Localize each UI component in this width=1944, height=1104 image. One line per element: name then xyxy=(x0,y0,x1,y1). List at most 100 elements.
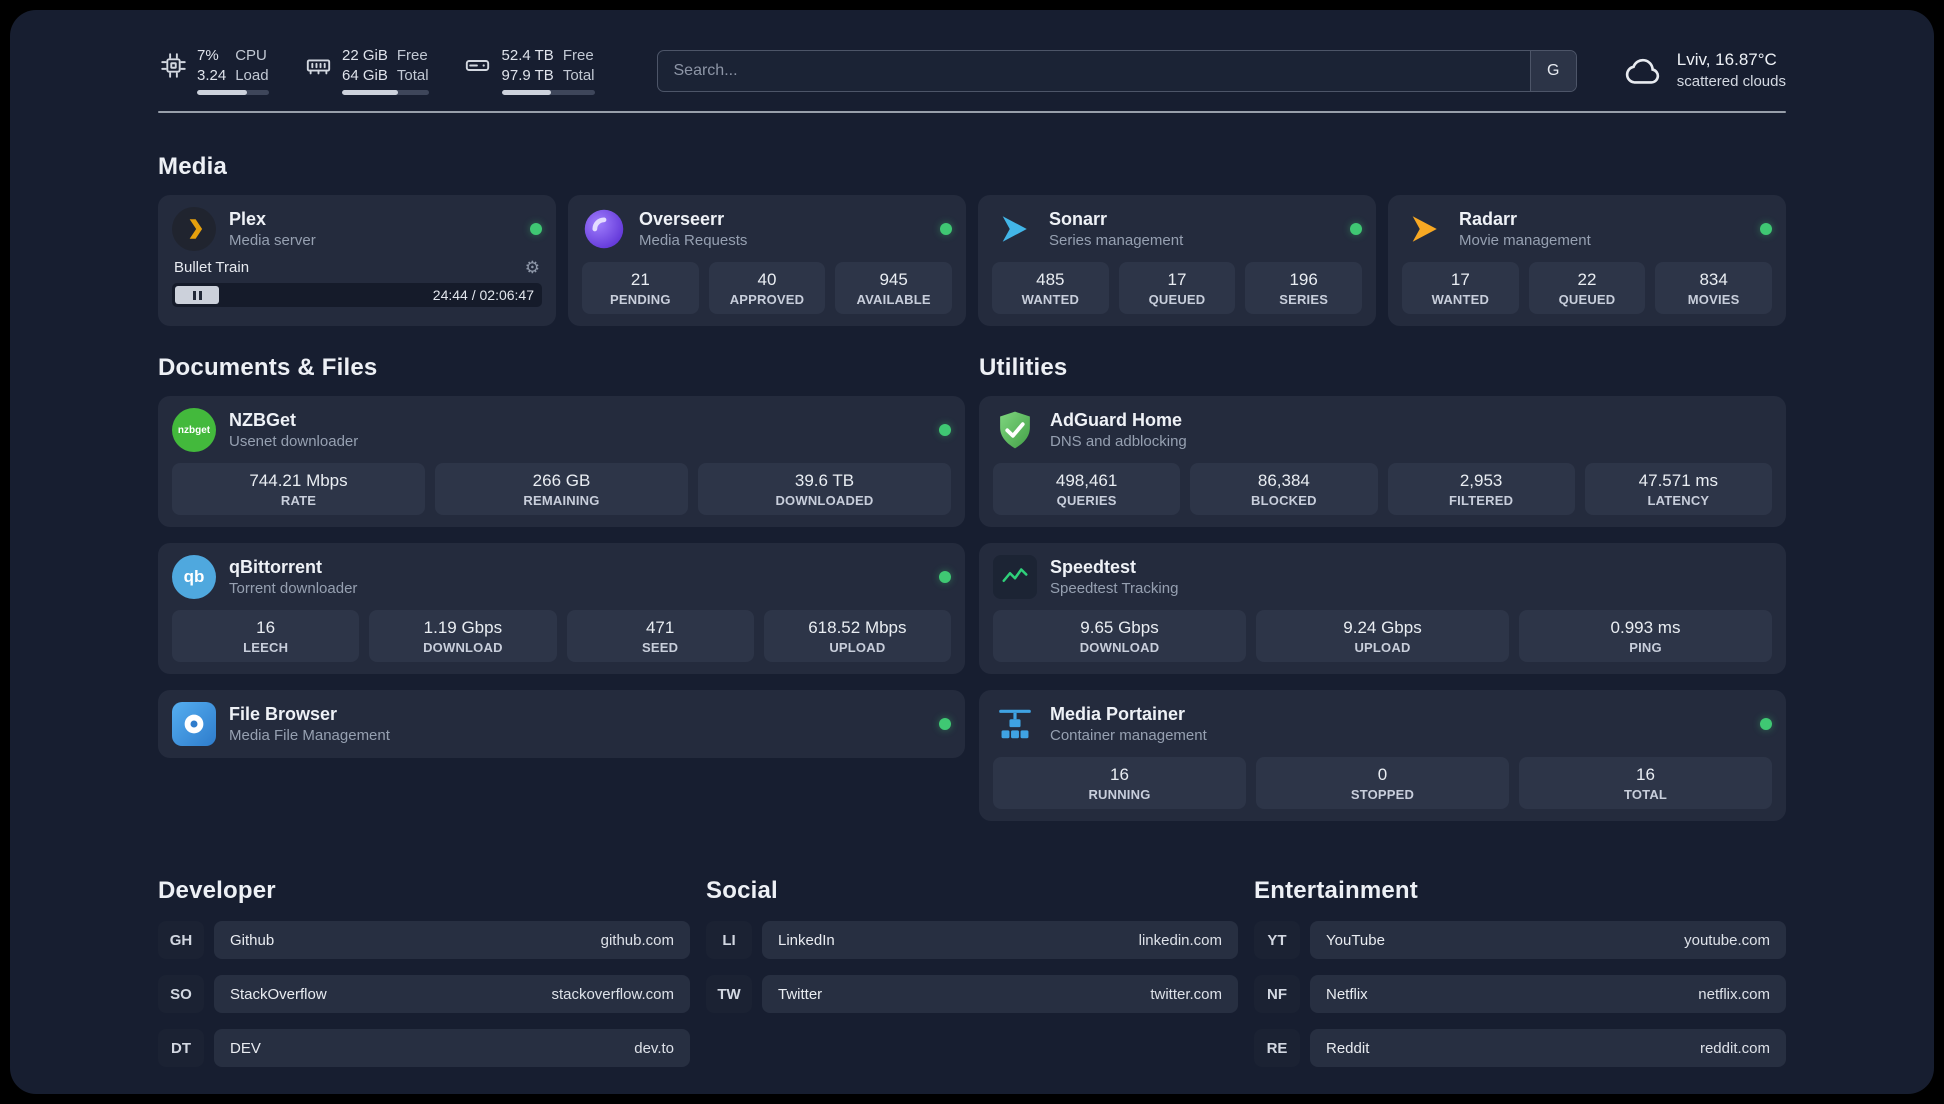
service-card-nzbget[interactable]: nzbget NZBGet Usenet downloader 744.21 M… xyxy=(158,396,965,527)
radarr-icon xyxy=(1402,207,1446,251)
status-dot-online xyxy=(939,571,951,583)
service-desc: Container management xyxy=(1050,726,1207,744)
bookmark-netflix[interactable]: NF Netflix netflix.com xyxy=(1254,975,1786,1013)
nzbget-icon-label: nzbget xyxy=(177,424,211,436)
speedtest-icon xyxy=(993,555,1037,599)
stat-tile: 17 WANTED xyxy=(1402,262,1519,314)
service-desc: DNS and adblocking xyxy=(1050,432,1187,450)
sonarr-icon xyxy=(992,207,1036,251)
cpu-usage-value: 7% xyxy=(197,47,219,64)
bookmark-abbr: DT xyxy=(158,1029,204,1067)
service-card-portainer[interactable]: Media Portainer Container management 16 … xyxy=(979,690,1786,821)
weather-location: Lviv, 16.87°C xyxy=(1676,49,1777,69)
memory-free-value: 22 GiB xyxy=(342,47,388,64)
memory-label-1: Free xyxy=(396,47,428,64)
service-name: Overseerr xyxy=(639,208,725,229)
bookmark-reddit[interactable]: RE Reddit reddit.com xyxy=(1254,1029,1786,1067)
service-desc: Speedtest Tracking xyxy=(1050,579,1179,597)
bookmark-name: Twitter xyxy=(778,985,823,1003)
service-card-overseerr[interactable]: Overseerr Media Requests 21 PENDING 40 A… xyxy=(568,195,966,326)
nzbget-icon: nzbget xyxy=(172,408,216,452)
status-dot-online xyxy=(939,424,951,436)
cpu-usage-bar-fill xyxy=(197,90,248,95)
bookmark-twitter[interactable]: TW Twitter twitter.com xyxy=(706,975,1238,1013)
disk-usage-bar xyxy=(501,90,595,95)
filebrowser-icon xyxy=(172,702,216,746)
disk-usage-bar-fill xyxy=(501,90,551,95)
bookmark-name: Reddit xyxy=(1326,1039,1370,1057)
disk-label-2: Total xyxy=(562,66,595,84)
bookmark-linkedin[interactable]: LI LinkedIn linkedin.com xyxy=(706,921,1238,959)
service-name: File Browser xyxy=(229,703,338,724)
adguard-icon xyxy=(993,408,1037,452)
service-name: Plex xyxy=(229,208,267,229)
bookmark-abbr: YT xyxy=(1254,921,1300,959)
documents-column: Documents & Files nzbget NZBGet Usenet d… xyxy=(158,354,965,821)
disk-widget: 52.4 TB 97.9 TB Free Total xyxy=(463,46,595,95)
search-input[interactable] xyxy=(657,61,1530,80)
cpu-load-value: 3.24 xyxy=(197,66,227,84)
stat-tile: 0.993 ms PING xyxy=(1519,610,1772,662)
service-desc: Movie management xyxy=(1459,231,1591,249)
section-title-utilities: Utilities xyxy=(979,354,1068,381)
service-desc: Usenet downloader xyxy=(229,432,359,450)
service-card-radarr[interactable]: Radarr Movie management 17 WANTED 22 QUE… xyxy=(1388,195,1786,326)
service-name: Sonarr xyxy=(1049,208,1108,229)
service-name: Speedtest xyxy=(1050,556,1137,577)
service-card-speedtest[interactable]: Speedtest Speedtest Tracking 9.65 Gbps D… xyxy=(979,543,1786,674)
bookmark-youtube[interactable]: YT YouTube youtube.com xyxy=(1254,921,1786,959)
bookmark-name: Netflix xyxy=(1326,985,1368,1003)
bookmark-dev[interactable]: DT DEV dev.to xyxy=(158,1029,690,1067)
memory-total-value: 64 GiB xyxy=(342,66,388,84)
stat-tile: 16 TOTAL xyxy=(1519,757,1772,809)
pause-button[interactable] xyxy=(175,286,219,304)
settings-gear-icon[interactable]: ⚙ xyxy=(524,258,540,277)
plex-now-playing: Bullet Train ⚙ 24:44 / 02:06:47 xyxy=(172,259,542,307)
section-title-social: Social xyxy=(706,877,778,904)
cpu-usage-bar xyxy=(197,90,269,95)
cpu-values: 7% 3.24 xyxy=(197,46,226,85)
search-bar: G xyxy=(656,49,1577,92)
bookmark-url: dev.to xyxy=(634,1039,674,1057)
service-card-sonarr[interactable]: Sonarr Series management 485 WANTED 17 Q… xyxy=(978,195,1376,326)
service-card-filebrowser[interactable]: File Browser Media File Management xyxy=(158,690,965,758)
bookmark-url: twitter.com xyxy=(1150,985,1222,1003)
bookmark-github[interactable]: GH Github github.com xyxy=(158,921,690,959)
playback-time: 24:44 / 02:06:47 xyxy=(432,287,534,303)
dashboard-page: 7% 3.24 CPU Load xyxy=(10,10,1934,1094)
stat-tile: 9.65 Gbps DOWNLOAD xyxy=(993,610,1246,662)
bookmark-name: DEV xyxy=(230,1039,261,1057)
section-title-developer: Developer xyxy=(158,877,276,904)
bookmark-url: stackoverflow.com xyxy=(551,985,674,1003)
disk-total-value: 97.9 TB xyxy=(501,66,554,84)
section-title-documents: Documents & Files xyxy=(158,354,378,381)
stat-tile: 618.52 Mbps UPLOAD xyxy=(763,610,951,662)
status-dot-online xyxy=(1760,718,1772,730)
service-card-qbittorrent[interactable]: qb qBittorrent Torrent downloader 16 xyxy=(158,543,965,674)
bookmark-name: Github xyxy=(230,931,275,949)
stat-tile: 9.24 Gbps UPLOAD xyxy=(1256,610,1509,662)
qbittorrent-icon-label: qb xyxy=(183,567,205,586)
search-provider-button[interactable]: G xyxy=(1529,50,1576,91)
status-dot-online xyxy=(939,718,951,730)
bookmark-stackoverflow[interactable]: SO StackOverflow stackoverflow.com xyxy=(158,975,690,1013)
stat-tile: 945 AVAILABLE xyxy=(835,262,952,314)
stat-tile: 21 PENDING xyxy=(582,262,699,314)
stat-tile: 16 LEECH xyxy=(172,610,360,662)
bookmark-abbr: TW xyxy=(706,975,752,1013)
portainer-icon xyxy=(993,702,1037,746)
section-title-media: Media xyxy=(158,153,228,180)
bookmark-abbr: SO xyxy=(158,975,204,1013)
disk-labels: Free Total xyxy=(563,46,595,85)
qbittorrent-icon: qb xyxy=(172,555,216,599)
stat-tile: 471 SEED xyxy=(566,610,754,662)
memory-icon xyxy=(303,51,333,81)
overseerr-icon xyxy=(582,207,626,251)
status-dot-online xyxy=(530,223,542,235)
now-playing-title: Bullet Train xyxy=(174,259,250,276)
service-card-plex[interactable]: Plex Media server Bullet Train ⚙ 24:44 /… xyxy=(158,195,556,326)
service-card-adguard[interactable]: AdGuard Home DNS and adblocking 498,461 … xyxy=(979,396,1786,527)
playback-progress-bar[interactable]: 24:44 / 02:06:47 xyxy=(172,283,542,307)
service-desc: Series management xyxy=(1049,231,1184,249)
memory-label-2: Total xyxy=(396,66,429,84)
